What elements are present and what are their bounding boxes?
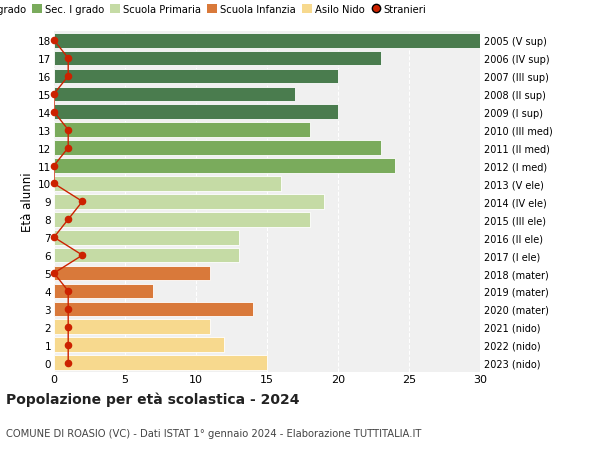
Bar	[54, 69, 338, 84]
Point	[77, 198, 87, 206]
Bar	[54, 51, 380, 66]
Legend: Sec. II grado, Sec. I grado, Scuola Primaria, Scuola Infanzia, Asilo Nido, Stran: Sec. II grado, Sec. I grado, Scuola Prim…	[0, 5, 427, 15]
Point	[49, 270, 59, 277]
Bar	[54, 230, 239, 245]
Point	[64, 324, 73, 331]
Point	[77, 252, 87, 259]
Point	[49, 162, 59, 170]
Text: Popolazione per età scolastica - 2024: Popolazione per età scolastica - 2024	[6, 392, 299, 406]
Point	[49, 234, 59, 241]
Bar	[54, 195, 324, 209]
Bar	[54, 34, 480, 48]
Bar	[54, 338, 224, 353]
Bar	[54, 302, 253, 317]
Point	[64, 288, 73, 295]
Bar	[54, 213, 310, 227]
Bar	[54, 266, 210, 281]
Bar	[54, 284, 154, 299]
Point	[49, 37, 59, 45]
Point	[64, 216, 73, 224]
Bar	[54, 141, 380, 156]
Bar	[54, 248, 239, 263]
Bar	[54, 87, 295, 102]
Bar	[54, 320, 210, 335]
Bar	[54, 177, 281, 191]
Point	[64, 359, 73, 367]
Point	[64, 73, 73, 80]
Point	[64, 145, 73, 152]
Point	[64, 341, 73, 349]
Bar	[54, 356, 267, 370]
Bar	[54, 105, 338, 120]
Y-axis label: Età alunni: Età alunni	[21, 172, 34, 232]
Bar	[54, 159, 395, 174]
Point	[49, 180, 59, 188]
Point	[49, 91, 59, 98]
Point	[49, 109, 59, 116]
Point	[64, 55, 73, 62]
Point	[64, 306, 73, 313]
Point	[64, 127, 73, 134]
Bar	[54, 123, 310, 138]
Text: COMUNE DI ROASIO (VC) - Dati ISTAT 1° gennaio 2024 - Elaborazione TUTTITALIA.IT: COMUNE DI ROASIO (VC) - Dati ISTAT 1° ge…	[6, 428, 421, 438]
